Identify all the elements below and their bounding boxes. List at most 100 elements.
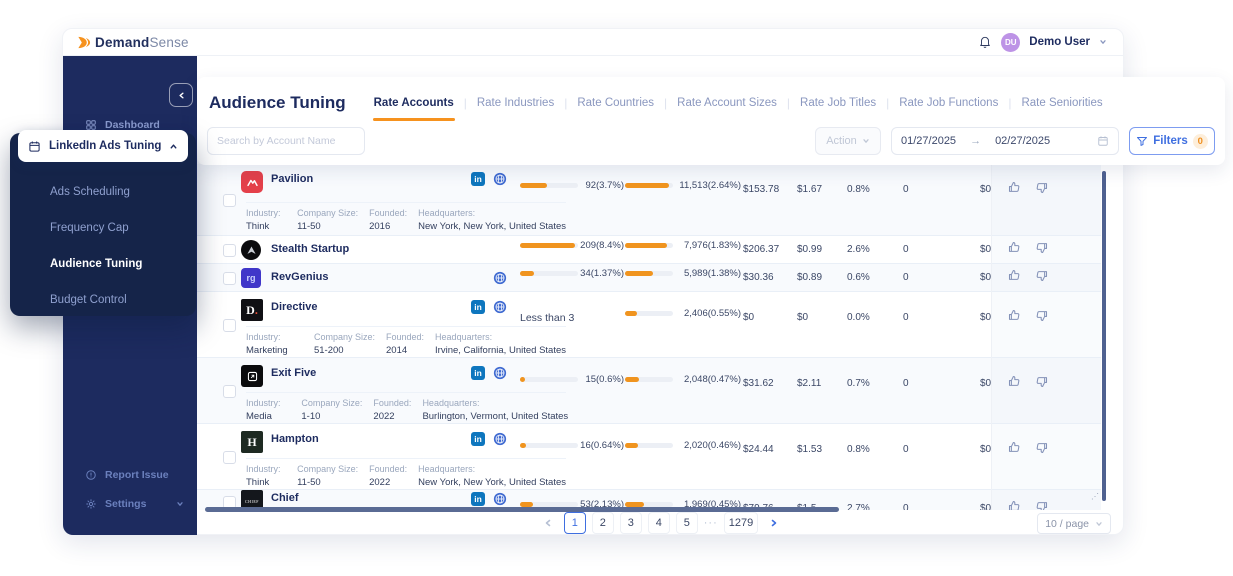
website-globe-icon[interactable] <box>493 172 507 186</box>
detail-value: 1-10 <box>301 411 321 423</box>
pagination-prev-button[interactable] <box>538 513 558 533</box>
thumbs-down-button[interactable] <box>1034 374 1050 390</box>
action-button[interactable]: Action <box>815 127 881 155</box>
row-checkbox[interactable] <box>223 319 236 332</box>
search-input[interactable] <box>207 127 365 155</box>
company-logo <box>241 240 261 260</box>
thumbs-down-button[interactable] <box>1034 440 1050 456</box>
pagination-page-2[interactable]: 2 <box>591 512 614 534</box>
row-checkbox[interactable] <box>223 385 236 398</box>
tab-rate-job-titles[interactable]: Rate Job Titles <box>800 97 877 109</box>
date-range-picker[interactable]: 01/27/2025 → 02/27/2025 <box>891 127 1119 155</box>
metric-conversion-cost: $0 <box>980 503 992 510</box>
filters-button[interactable]: Filters 0 <box>1129 127 1215 155</box>
detail-label: Founded: <box>369 208 408 218</box>
thumbs-up-button[interactable] <box>1007 240 1023 256</box>
detail-value: 2022 <box>369 477 391 489</box>
user-menu-chevron-icon[interactable] <box>1099 38 1107 46</box>
linkedin-icon[interactable]: in <box>471 172 485 186</box>
row-checkbox[interactable] <box>223 451 236 464</box>
website-globe-icon[interactable] <box>493 492 507 506</box>
bar-track <box>625 271 673 276</box>
detail-label: Headquarters: <box>422 398 480 408</box>
pinned-row <box>992 358 1101 424</box>
user-avatar[interactable]: DU <box>1001 32 1021 52</box>
thumbs-down-button[interactable] <box>1034 268 1050 284</box>
bar-track <box>520 243 578 248</box>
notification-bell-icon[interactable] <box>978 35 992 49</box>
metric-ctr: 0.7% <box>847 378 870 389</box>
linkedin-icon[interactable]: in <box>471 432 485 446</box>
pagination-page-4[interactable]: 4 <box>647 512 670 534</box>
flyout-item-audience-tuning[interactable]: Audience Tuning <box>50 258 143 270</box>
tab-rate-countries[interactable]: Rate Countries <box>577 97 655 109</box>
row-checkbox[interactable] <box>223 194 236 207</box>
thumbs-down-button[interactable] <box>1034 499 1050 510</box>
thumbs-up-button[interactable] <box>1007 308 1023 324</box>
tab-rate-job-functions[interactable]: Rate Job Functions <box>899 97 999 109</box>
linkedin-icon[interactable]: in <box>471 492 485 506</box>
pagination-page-1279[interactable]: 1279 <box>723 512 759 534</box>
bar-track <box>625 377 673 382</box>
website-globe-icon[interactable] <box>493 271 507 285</box>
tab-rate-industries[interactable]: Rate Industries <box>476 97 555 109</box>
tab-rate-seniorities[interactable]: Rate Seniorities <box>1021 97 1103 109</box>
company-name: RevGenius <box>271 271 329 283</box>
website-globe-icon[interactable] <box>493 300 507 314</box>
metric-bar-impressions: 7,976(1.83%) <box>625 240 741 251</box>
pinned-actions-column <box>991 164 1101 510</box>
row-checkbox[interactable] <box>223 272 236 285</box>
pagination-next-button[interactable] <box>764 513 784 533</box>
thumbs-up-button[interactable] <box>1007 268 1023 284</box>
company-logo: H <box>241 431 263 453</box>
detail-value: New York, New York, United States <box>418 477 566 489</box>
flyout-item-frequency-cap[interactable]: Frequency Cap <box>50 222 129 234</box>
sidebar-item-dashboard[interactable]: Dashboard <box>85 119 160 131</box>
filter-card: Audience Tuning Rate Accounts | Rate Indus… <box>197 77 1225 165</box>
resize-handle-icon[interactable]: ⋰ <box>1091 492 1099 501</box>
thumbs-down-button[interactable] <box>1034 308 1050 324</box>
metric-bar-impressions: 5,989(1.38%) <box>625 268 741 279</box>
thumbs-up-button[interactable] <box>1007 440 1023 456</box>
linkedin-icon[interactable]: in <box>471 300 485 314</box>
page-size-select[interactable]: 10 / page <box>1037 513 1111 534</box>
flyout-item-budget-control[interactable]: Budget Control <box>50 294 127 306</box>
website-globe-icon[interactable] <box>493 366 507 380</box>
sidebar-item-linkedin-ads-tuning[interactable]: LinkedIn Ads Tuning <box>18 130 188 162</box>
row-checkbox[interactable] <box>223 244 236 257</box>
horizontal-scrollbar[interactable] <box>205 507 839 512</box>
sidebar-item-settings[interactable]: Settings <box>85 498 184 510</box>
metric-cpc: $0 <box>797 312 809 323</box>
tab-rate-accounts[interactable]: Rate Accounts <box>364 90 464 121</box>
metric-value: 92(3.7%) <box>585 180 624 191</box>
website-globe-icon[interactable] <box>493 432 507 446</box>
flyout-item-ads-scheduling[interactable]: Ads Scheduling <box>50 186 130 198</box>
tab-separator: | <box>664 96 668 110</box>
thumbs-up-button[interactable] <box>1007 374 1023 390</box>
company-name: Exit Five <box>271 367 317 379</box>
pagination-page-1[interactable]: 1 <box>563 512 586 534</box>
metrics-line: 16(0.64%) 2,020(0.46%) $24.44 $1.53 0.8% 0 $0 <box>197 440 1101 460</box>
sidebar-item-report-issue[interactable]: Report Issue <box>85 469 169 481</box>
calendar-icon <box>1097 135 1109 147</box>
brand-name-bold: Demand <box>95 34 150 50</box>
detail-headquarters: Headquarters: Burlington, Vermont, United… <box>422 397 568 438</box>
pagination-page-5[interactable]: 5 <box>675 512 698 534</box>
metric-bar-clicks: 15(0.6%) <box>520 374 624 385</box>
sidebar-collapse-button[interactable] <box>169 83 193 107</box>
tab-rate-account-sizes[interactable]: Rate Account Sizes <box>677 97 777 109</box>
vertical-scrollbar[interactable] <box>1102 171 1106 501</box>
pagination-page-3[interactable]: 3 <box>619 512 642 534</box>
thumbs-up-button[interactable] <box>1007 180 1023 196</box>
thumbs-up-button[interactable] <box>1007 499 1023 510</box>
detail-label: Industry: <box>246 464 281 474</box>
thumbs-down-button[interactable] <box>1034 240 1050 256</box>
metric-conversion-cost: $0 <box>980 272 992 283</box>
linkedin-icon[interactable]: in <box>471 366 485 380</box>
brand-name-light: Sense <box>149 34 189 50</box>
tab-separator: | <box>886 96 890 110</box>
settings-chevron-icon <box>176 500 184 508</box>
thumbs-down-button[interactable] <box>1034 180 1050 196</box>
app-window: DemandSense DU Demo User <box>62 28 1225 535</box>
